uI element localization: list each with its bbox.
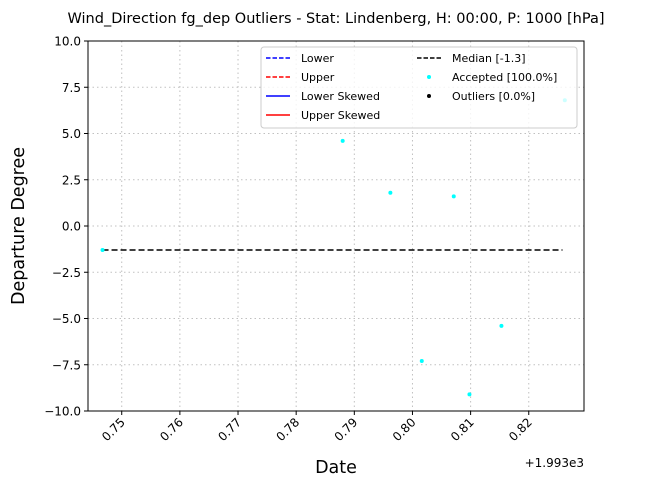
legend-label: Median [-1.3] xyxy=(452,52,526,65)
legend-box xyxy=(260,46,578,129)
data-point xyxy=(499,323,504,328)
y-tick-label: 5.0 xyxy=(62,127,81,141)
y-tick-label: −7.5 xyxy=(52,358,81,372)
y-tick-label: −5.0 xyxy=(52,312,81,326)
legend-label: Outliers [0.0%] xyxy=(452,90,535,103)
legend-label: Upper xyxy=(301,71,335,84)
axis-ticks: 0.75 0.76 0.77 0.78 0.79 0.80 0.81 0.8210.07.55… xyxy=(44,35,535,445)
legend-marker-swatch xyxy=(427,75,431,79)
legend-label: Lower Skewed xyxy=(301,90,380,103)
data-point xyxy=(467,392,472,397)
data-point xyxy=(100,248,105,253)
legend-label: Lower xyxy=(301,52,334,65)
legend-label: Accepted [100.0%] xyxy=(452,71,557,84)
y-tick-label: 2.5 xyxy=(62,173,81,187)
data-point xyxy=(340,138,345,143)
y-tick-label: 10.0 xyxy=(54,35,81,49)
y-tick-label: 7.5 xyxy=(62,81,81,95)
y-tick-label: −10.0 xyxy=(44,405,81,419)
data-point xyxy=(451,194,456,199)
y-axis-label: Departure Degree xyxy=(9,147,29,305)
x-axis-label: Date xyxy=(315,458,357,478)
legend-marker-swatch xyxy=(427,94,431,98)
legend-label: Upper Skewed xyxy=(301,109,380,122)
data-point xyxy=(419,359,424,364)
y-tick-label: 0.0 xyxy=(62,220,81,234)
legend: Lower Upper Lower Skewed Upper Skewed Median… xyxy=(260,46,578,129)
y-tick-label: −2.5 xyxy=(52,266,81,280)
chart-title: Wind_Direction fg_dep Outliers - Stat: L… xyxy=(68,11,605,27)
data-point xyxy=(388,190,393,195)
x-offset-label: +1.993e3 xyxy=(525,456,584,470)
